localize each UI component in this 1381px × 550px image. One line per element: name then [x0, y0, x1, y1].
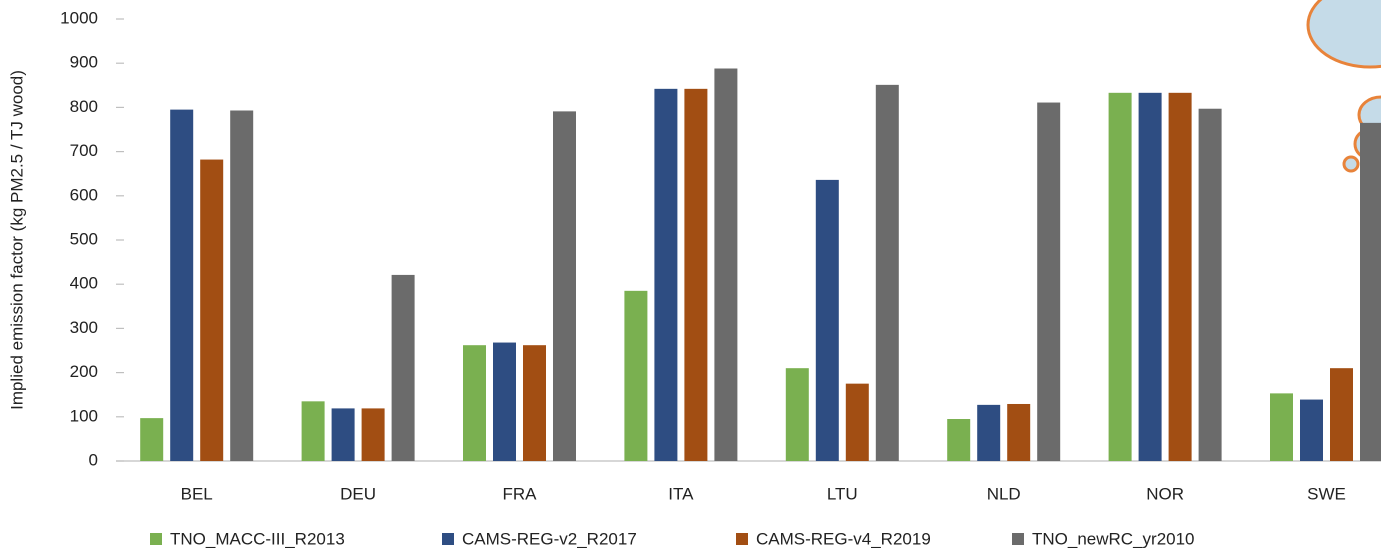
bar	[714, 68, 738, 461]
legend-label: TNO_newRC_yr2010	[1032, 529, 1195, 548]
x-tick-label: DEU	[340, 484, 376, 503]
legend-label: CAMS-REG-v2_R2017	[462, 529, 637, 548]
bar	[301, 401, 325, 461]
bar	[1007, 403, 1031, 461]
y-tick-label: 1000	[60, 8, 98, 27]
bar	[624, 290, 648, 461]
x-tick-label: ITA	[668, 484, 694, 503]
bar	[1037, 102, 1061, 462]
bar	[1270, 393, 1293, 461]
bar	[523, 345, 546, 461]
legend-swatch	[442, 533, 454, 545]
y-tick-label: 900	[70, 53, 98, 72]
bar	[875, 84, 899, 461]
bar	[1300, 399, 1323, 461]
bar	[1108, 92, 1132, 462]
x-tick-label: BEL	[181, 484, 213, 503]
bar	[947, 419, 971, 461]
legend-swatch	[736, 533, 748, 545]
y-tick-label: 500	[70, 229, 98, 248]
legend-label: TNO_MACC-III_R2013	[170, 529, 345, 548]
bar	[1198, 108, 1222, 461]
bar	[553, 111, 576, 462]
bar	[391, 274, 415, 461]
y-axis-label: Implied emission factor (kg PM2.5 / TJ w…	[7, 70, 26, 410]
legend-swatch	[1012, 533, 1024, 545]
bar	[815, 179, 839, 461]
bar	[463, 345, 486, 461]
bar	[230, 110, 254, 461]
bar	[1168, 92, 1192, 462]
bar	[977, 404, 1001, 461]
bar	[140, 418, 164, 461]
x-tick-label: NOR	[1146, 484, 1184, 503]
x-tick-label: LTU	[827, 484, 858, 503]
bar	[684, 88, 708, 461]
y-tick-label: 800	[70, 97, 98, 116]
x-tick-label: FRA	[503, 484, 538, 503]
y-tick-label: 200	[70, 362, 98, 381]
bar	[845, 383, 869, 461]
y-tick-label: 300	[70, 318, 98, 337]
x-tick-label: SWE	[1307, 484, 1346, 503]
bar	[331, 408, 355, 461]
y-tick-label: 400	[70, 274, 98, 293]
y-tick-label: 0	[89, 450, 98, 469]
y-tick-label: 100	[70, 406, 98, 425]
y-tick-label: 600	[70, 185, 98, 204]
legend-label: CAMS-REG-v4_R2019	[756, 529, 931, 548]
x-tick-label: NLD	[987, 484, 1021, 503]
bar	[1330, 368, 1353, 461]
legend-swatch	[150, 533, 162, 545]
bar	[785, 368, 809, 461]
bar	[361, 408, 385, 461]
bar	[1138, 92, 1162, 462]
bar	[170, 109, 194, 462]
bar	[654, 88, 678, 461]
bar	[493, 342, 516, 461]
bar	[1360, 122, 1381, 462]
bar	[200, 159, 224, 461]
y-tick-label: 700	[70, 141, 98, 160]
